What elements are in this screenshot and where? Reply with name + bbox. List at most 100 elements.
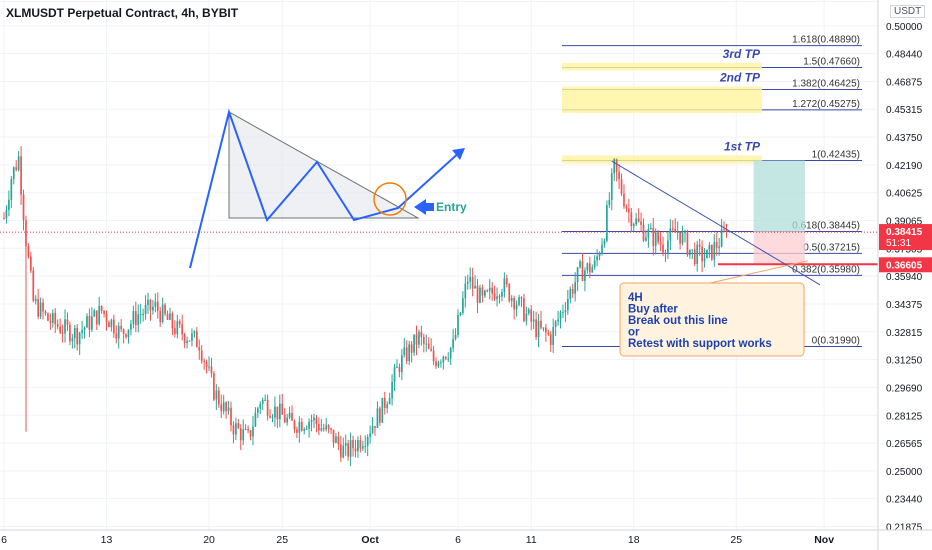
candle (93, 308, 96, 317)
candle (315, 414, 318, 433)
candle-body (296, 429, 298, 433)
candle (422, 333, 425, 353)
candle (54, 308, 57, 334)
candle-body (601, 244, 603, 255)
candle (327, 424, 330, 434)
candle (147, 292, 149, 314)
candle-body (679, 231, 681, 244)
candle (5, 205, 8, 224)
candle-body (32, 270, 35, 301)
candle (320, 418, 323, 432)
candle-body (54, 312, 57, 325)
currency-badge[interactable]: USDT (890, 5, 926, 18)
candle (391, 374, 393, 406)
candle (706, 249, 708, 259)
candle (715, 232, 718, 256)
candle-body (625, 206, 628, 209)
candle (542, 327, 545, 332)
candle (474, 275, 476, 289)
candle-body (530, 309, 533, 322)
fib-label: 0(0.31990) (812, 335, 860, 346)
price-tick-label: 0.43750 (886, 133, 923, 144)
time-tick-label: 25 (276, 534, 288, 546)
candle-body (493, 293, 496, 300)
candle (510, 295, 513, 308)
candle-body (689, 249, 691, 256)
candle-body (164, 304, 166, 315)
candle (249, 430, 252, 441)
candle (566, 289, 569, 315)
candle (713, 233, 716, 267)
candle-body (540, 320, 542, 328)
candle (357, 436, 359, 458)
candle (59, 318, 61, 335)
candle (581, 252, 584, 282)
candle (156, 292, 159, 319)
candle-body (313, 417, 315, 421)
candle (137, 304, 140, 333)
candle-body (452, 339, 454, 348)
loss-zone (753, 231, 805, 265)
candle (169, 307, 171, 321)
fibonacci-extension[interactable]: 1.618(0.48890) 1.5(0.47660) 1.382(0.46425)… (562, 35, 862, 347)
candle-body (518, 297, 520, 305)
candle-body (235, 423, 237, 435)
candle (154, 293, 157, 313)
candle (349, 432, 352, 466)
time-axis[interactable]: 6 13 20 25 Oct 6 11 18 25 Nov (0, 529, 932, 546)
candle-body (454, 334, 457, 340)
candle-body (418, 331, 420, 345)
candle (588, 256, 591, 279)
candle (486, 289, 489, 293)
stop-price-label: 0.36605 (886, 260, 923, 271)
note-line: Buy after (628, 304, 678, 316)
candle-body (325, 425, 328, 430)
candle (37, 289, 40, 320)
long-position-tool[interactable] (0, 160, 878, 266)
candle (171, 311, 174, 336)
candle-body (674, 228, 677, 233)
candle (606, 200, 608, 243)
candle (210, 357, 213, 378)
candle-body (574, 282, 577, 294)
candle-body (483, 290, 486, 296)
fib-level: 0.618(0.38445) (562, 221, 862, 233)
candle-body (110, 319, 113, 328)
price-axis[interactable]: 0.50000 0.48440 0.46875 0.45315 0.43750 0.421… (877, 0, 932, 550)
candle (127, 329, 130, 344)
candle-body (242, 429, 245, 441)
candle (12, 166, 15, 185)
candle-body (344, 443, 347, 446)
candle (552, 318, 555, 353)
price-tick-label: 0.34375 (886, 300, 923, 311)
candle (647, 223, 650, 248)
candle (532, 310, 535, 329)
candle (254, 407, 257, 428)
candle-body (137, 314, 140, 326)
candle (144, 295, 147, 320)
candle (518, 294, 520, 307)
candle-body (225, 402, 227, 412)
candle-body (176, 321, 179, 335)
candle-body (401, 355, 403, 372)
candle (525, 306, 528, 326)
candle-body (37, 298, 40, 317)
candle-body (327, 425, 330, 429)
candle (547, 329, 550, 337)
candle-body (171, 313, 174, 329)
candle-body (657, 232, 660, 243)
candle-body (252, 426, 254, 437)
candle (383, 391, 386, 415)
price-tick-label: 0.21875 (886, 523, 923, 534)
candle (237, 419, 240, 430)
candle-body (510, 298, 513, 301)
candle-body (591, 267, 594, 273)
candle (56, 319, 59, 330)
candle (335, 432, 337, 444)
descending-trendline[interactable] (611, 160, 821, 286)
candle (483, 289, 486, 298)
candle-body (22, 194, 25, 221)
candle-body (535, 319, 537, 338)
